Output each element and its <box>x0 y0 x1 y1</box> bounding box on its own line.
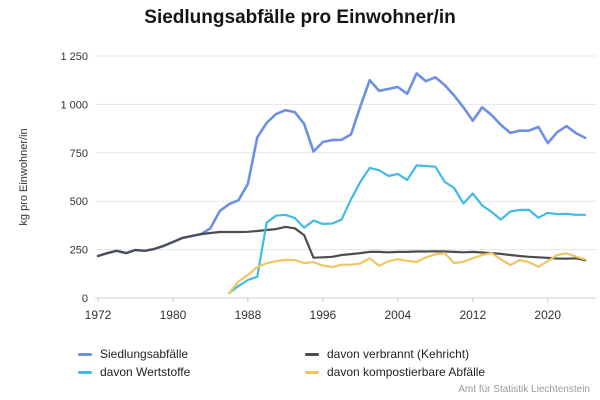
x-tick-label: 1980 <box>160 308 187 322</box>
y-tick-label: 0 <box>82 293 88 305</box>
y-tick-label: 1 250 <box>60 51 88 63</box>
x-tick-label: 1988 <box>235 308 262 322</box>
legend-swatch-siedlungsabfaelle <box>78 353 92 356</box>
x-tick-label: 1972 <box>85 308 112 322</box>
legend-label: davon Wertstoffe <box>100 365 191 379</box>
chart-title: Siedlungsabfälle pro Einwohner/in <box>144 7 456 28</box>
plot-area: 0 250 500 750 1 000 1 250 1972 1980 1988 1996 2004… <box>18 51 596 322</box>
legend-swatch-verbrannt <box>305 353 319 356</box>
legend-item-siedlungsabfaelle: Siedlungsabfälle <box>78 348 305 361</box>
line-siedlungsabfaelle <box>96 72 587 258</box>
line-verbrannt <box>96 225 587 262</box>
x-tick-label: 1996 <box>310 308 337 322</box>
line-wertstoffe <box>228 164 587 295</box>
legend-item-kompostierbare: davon kompostierbare Abfälle <box>305 366 485 379</box>
y-axis-title: kg pro Einwohner/in <box>18 128 30 225</box>
y-tick-label: 750 <box>70 148 88 160</box>
legend-swatch-kompostierbare <box>305 371 319 374</box>
legend-swatch-wertstoffe <box>78 371 92 374</box>
y-tick-label: 500 <box>70 196 88 208</box>
x-tick-label: 2020 <box>534 308 561 322</box>
legend-label: davon verbrannt (Kehricht) <box>327 347 470 361</box>
source-attribution: Amt für Statistik Liechtenstein <box>458 384 590 395</box>
y-tick-label: 250 <box>70 245 88 257</box>
legend-label: davon kompostierbare Abfälle <box>327 365 486 379</box>
legend-label: Siedlungsabfälle <box>100 347 189 361</box>
x-tick-label: 2012 <box>459 308 486 322</box>
legend-item-verbrannt: davon verbrannt (Kehricht) <box>305 348 485 361</box>
gridlines <box>95 55 596 303</box>
axis-labels: 0 250 500 750 1 000 1 250 1972 1980 1988 1996 2004… <box>60 51 561 322</box>
x-tick-label: 2004 <box>384 308 411 322</box>
line-kompostierbare <box>228 252 587 295</box>
series-lines <box>96 72 587 295</box>
y-tick-label: 1 000 <box>60 99 88 111</box>
legend-item-wertstoffe: davon Wertstoffe <box>78 366 305 379</box>
legend: Siedlungsabfälle davon verbrannt (Kehric… <box>78 348 485 379</box>
